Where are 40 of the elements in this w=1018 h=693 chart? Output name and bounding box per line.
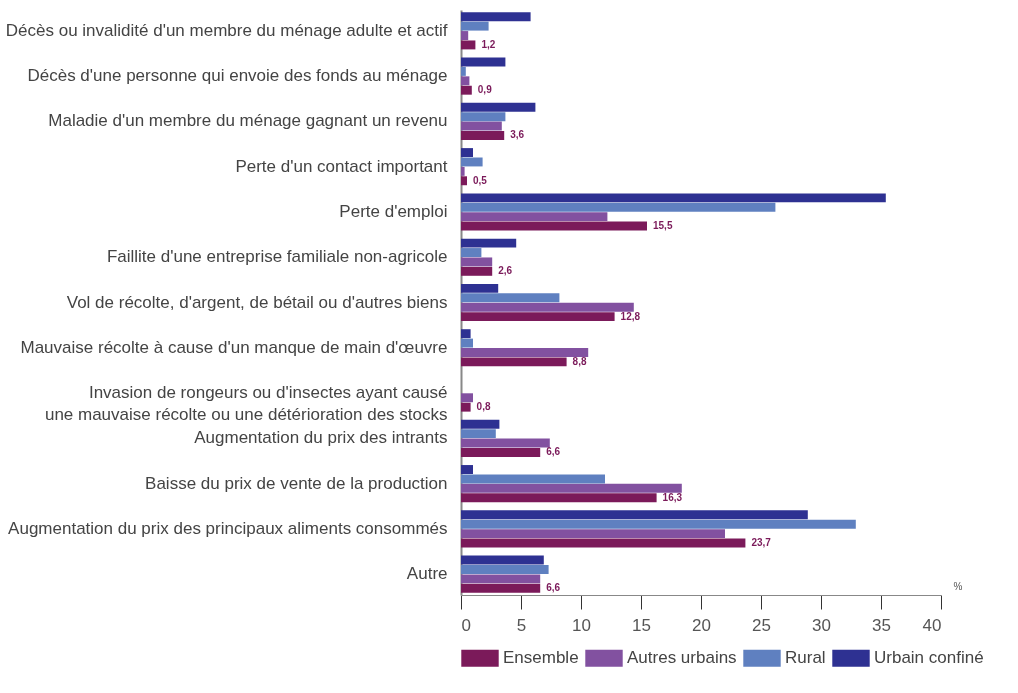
y-tick-label: Baisse du prix de vente de la production — [145, 473, 448, 493]
x-tick-label: 30 — [812, 615, 831, 635]
data-label: 2,6 — [498, 265, 513, 277]
y-tick-label: Faillite d'une entreprise familiale non-agricole — [106, 247, 448, 267]
y-tick-label: Décès d'une personne qui envoie des fonds au ménage — [27, 66, 448, 86]
x-tick-label: 10 — [572, 615, 591, 635]
x-axis-title: % — [953, 580, 963, 592]
data-label: 16,3 — [662, 491, 683, 503]
data-label: 8,8 — [572, 355, 587, 367]
data-label: 6,6 — [546, 582, 561, 594]
x-tick-label: 0 — [461, 615, 471, 635]
y-tick-label: Perte d'un contact important — [235, 156, 448, 176]
data-label: 3,6 — [510, 129, 525, 141]
y-tick-label: Augmentation du prix des intrants — [194, 428, 448, 448]
x-tick-label: 20 — [692, 615, 711, 635]
y-tick-label: Maladie d'un membre du ménage gagnant un revenu — [48, 111, 448, 131]
legend-label: Ensemble — [503, 648, 579, 668]
y-tick-label: Mauvaise récolte à cause d'un manque de main d'œuvre — [20, 337, 448, 357]
x-tick-label: 40 — [922, 615, 942, 635]
data-label: 6,6 — [546, 446, 561, 458]
y-tick-label: Invasion de rongeurs ou d'insectes ayant causé une mauvaise récolte ou une détérioration des stocks — [44, 383, 448, 425]
x-tick-label: 15 — [632, 615, 651, 635]
data-label: 0,9 — [477, 84, 493, 96]
y-tick-label: Décès ou invalidité d'un membre du ménage adulte et actif — [5, 20, 448, 40]
y-tick-label: Autre — [406, 564, 448, 584]
legend-label: Urbain confiné — [874, 648, 984, 668]
x-tick-label: 35 — [872, 615, 891, 635]
data-label: 0,5 — [473, 174, 488, 186]
legend-label: Rural — [785, 648, 826, 668]
data-label: 1,2 — [481, 38, 496, 50]
data-label: 12,8 — [620, 310, 641, 322]
y-tick-label: Augmentation du prix des principaux aliments consommés — [8, 518, 448, 538]
data-label: 23,7 — [751, 536, 772, 548]
x-tick-label: 5 — [516, 615, 527, 635]
data-label: 0,8 — [476, 401, 491, 413]
y-tick-label: Perte d'emploi — [339, 201, 448, 221]
x-tick-label: 25 — [752, 615, 771, 635]
legend-label: Autres urbains — [627, 648, 737, 668]
data-label: 15,5 — [653, 220, 673, 232]
y-tick-label: Vol de récolte, d'argent, de bétail ou d'autres biens — [66, 292, 448, 312]
